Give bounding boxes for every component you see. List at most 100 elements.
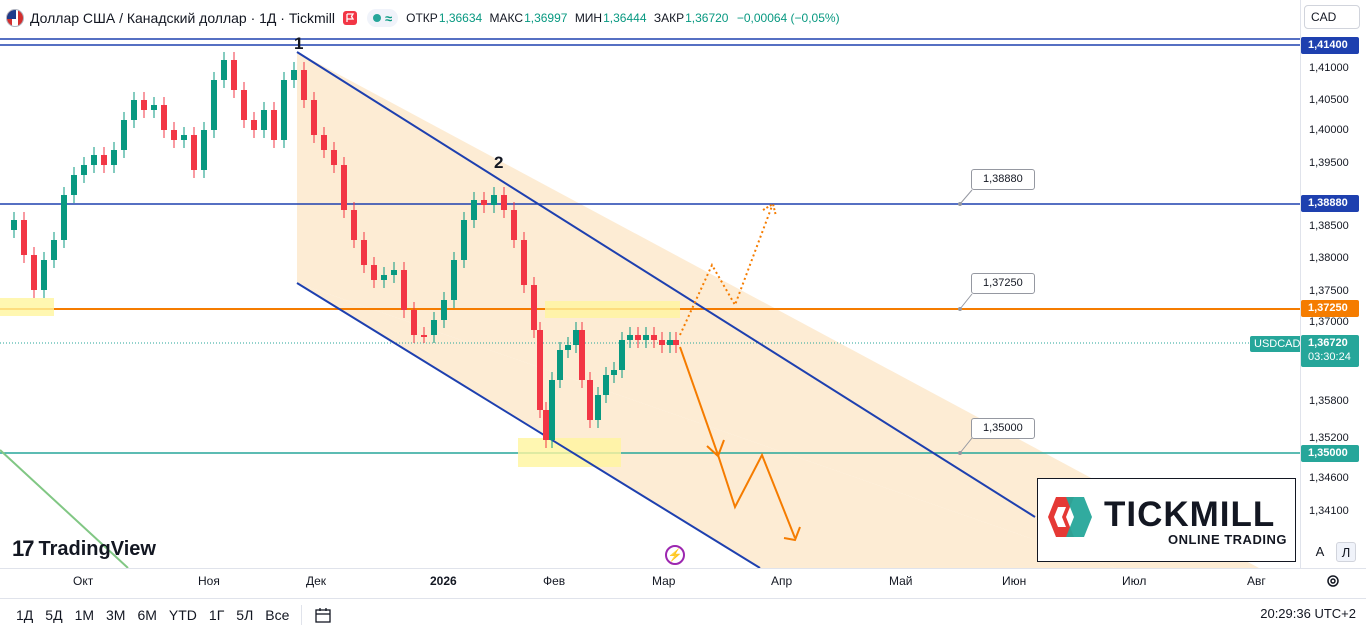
tradingview-watermark[interactable]: 17 TradingView: [12, 536, 156, 562]
time-label: Май: [889, 574, 913, 588]
price-axis[interactable]: [1300, 0, 1366, 568]
range-button[interactable]: YTD: [168, 606, 197, 623]
callout-pivot[interactable]: 1,37250: [971, 273, 1035, 294]
auto-scale-button[interactable]: A: [1315, 544, 1325, 559]
candle-body: [41, 260, 47, 290]
range-button[interactable]: 6М: [137, 606, 157, 623]
candle-body: [21, 220, 27, 255]
candle-body: [511, 210, 517, 240]
range-button[interactable]: 1Г: [208, 606, 225, 623]
wave-label-2[interactable]: 2: [494, 153, 504, 172]
low-label: МИН: [574, 11, 603, 25]
wave-label-1[interactable]: 1: [294, 34, 304, 53]
candle-body: [11, 220, 17, 230]
red-flag-icon[interactable]: [343, 11, 357, 25]
chart-canvas[interactable]: [0, 0, 1300, 568]
price-tick: 1,37000: [1309, 316, 1349, 328]
market-status-pill[interactable]: ≈: [367, 9, 399, 27]
projection-bearish: [679, 346, 796, 539]
range-button[interactable]: 5Д: [45, 606, 63, 623]
candle-body: [71, 175, 77, 195]
price-tick: 1,40500: [1309, 94, 1349, 106]
currency-button[interactable]: CAD: [1304, 5, 1360, 29]
time-label: Июл: [1122, 574, 1147, 588]
candle-body: [501, 195, 507, 210]
callout-support[interactable]: 1,35000: [971, 418, 1035, 439]
change-value: −0,00064 (−0,05%): [736, 11, 840, 25]
candle-body: [611, 370, 617, 375]
lightning-icon[interactable]: ⚡: [665, 545, 685, 565]
symbol-legend[interactable]: Доллар США / Канадский доллар · 1Д · Tic…: [6, 6, 848, 30]
price-tick: 1,34100: [1309, 505, 1349, 517]
last-price-label: 1,36720 03:30:24: [1301, 335, 1359, 367]
candle-body: [491, 195, 497, 205]
candle-body: [351, 210, 357, 240]
callout-pointer-pivot: [959, 293, 973, 310]
settings-gear-icon[interactable]: [1324, 572, 1342, 590]
candle-body: [461, 220, 467, 260]
time-axis[interactable]: [0, 568, 1366, 594]
price-label-support: 1,35000: [1301, 445, 1359, 462]
candle-body: [411, 310, 417, 335]
price-tick: 1,38500: [1309, 220, 1349, 232]
candle-body: [51, 240, 57, 260]
price-tick: 1,38000: [1309, 252, 1349, 264]
projection-bearish-head-2: [783, 526, 801, 542]
candle-body: [381, 275, 387, 280]
candle-body: [579, 330, 585, 380]
candle-body: [531, 285, 537, 330]
candle-body: [161, 105, 167, 130]
time-label: Фев: [543, 574, 566, 588]
candle-body: [521, 240, 527, 285]
candle-body: [481, 200, 487, 205]
range-buttons: 1Д 5Д 1М 3М 6М YTD 1Г 5Л Все: [10, 607, 295, 623]
range-button[interactable]: Все: [265, 606, 290, 623]
price-tick: 1,41000: [1309, 62, 1349, 74]
bottom-toolbar: 1Д 5Д 1М 3М 6М YTD 1Г 5Л Все: [0, 598, 1366, 630]
candle-body: [81, 165, 87, 175]
last-price-value: 1,36720: [1308, 337, 1348, 349]
candle-body: [221, 60, 227, 80]
candle-body: [201, 130, 207, 170]
time-label: Авг: [1247, 574, 1266, 588]
candle-body: [131, 100, 137, 120]
candle-body: [401, 270, 407, 310]
price-label-pivot: 1,37250: [1301, 300, 1359, 317]
candle-body: [643, 335, 649, 340]
candle-body: [31, 255, 37, 290]
utc-clock[interactable]: 20:29:36 UTC+2: [1260, 606, 1356, 621]
range-button[interactable]: 3М: [106, 606, 126, 623]
log-scale-button[interactable]: Л: [1336, 542, 1356, 562]
open-value: 1,36634: [438, 11, 483, 25]
candle-body: [543, 410, 549, 440]
candle-body: [361, 240, 367, 265]
range-button[interactable]: 5Л: [236, 606, 254, 623]
low-value: 1,36444: [603, 11, 647, 25]
candle-body: [91, 155, 97, 165]
high-label: МАКС: [489, 11, 524, 25]
candle-body: [211, 80, 217, 130]
price-tick: 1,40000: [1309, 124, 1349, 136]
range-button[interactable]: 1М: [74, 606, 95, 623]
candle-body: [659, 340, 665, 345]
callout-pointer-resistance: [959, 189, 973, 205]
candle-body: [573, 330, 579, 345]
symbol-title[interactable]: Доллар США / Канадский доллар · 1Д · Tic…: [30, 10, 335, 26]
range-button[interactable]: 1Д: [16, 606, 34, 623]
price-label-resistance: 1,38880: [1301, 195, 1359, 212]
close-label: ЗАКР: [653, 11, 685, 25]
candle-body: [587, 380, 593, 420]
price-tick: 1,35800: [1309, 395, 1349, 407]
candle-body: [627, 335, 633, 340]
ohlc-values: ОТКР1,36634 МАКС1,36997 МИН1,36444 ЗАКР1…: [406, 11, 843, 25]
zone-mid: [545, 301, 680, 318]
candle-body: [441, 300, 447, 320]
candle-body: [595, 395, 601, 420]
candle-body: [261, 110, 267, 130]
candle-body: [181, 135, 187, 140]
calendar-range-icon[interactable]: [314, 606, 332, 624]
green-trendline: [0, 449, 129, 568]
time-label: Ноя: [198, 574, 220, 588]
callout-resistance[interactable]: 1,38880: [971, 169, 1035, 190]
